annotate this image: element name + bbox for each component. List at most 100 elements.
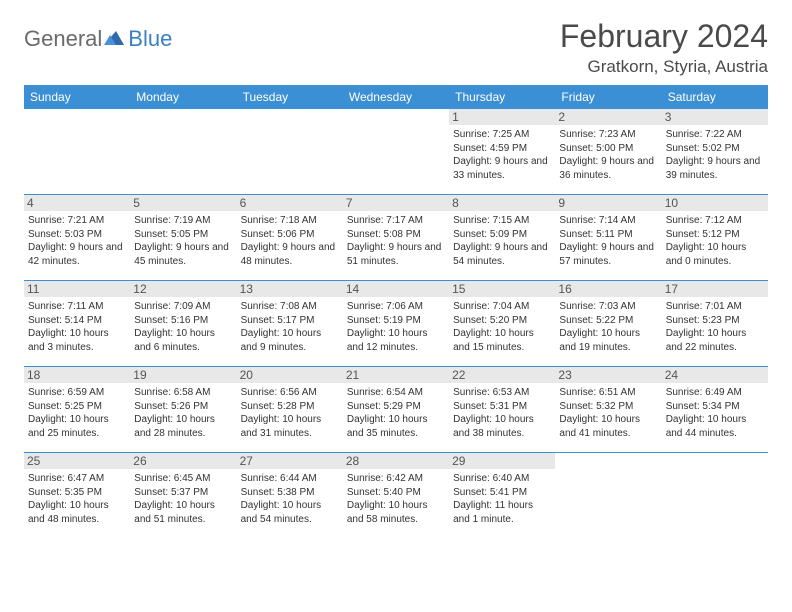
daylight-line: Daylight: 10 hours and 3 minutes. (28, 327, 126, 354)
day-data: Sunrise: 6:47 AMSunset: 5:35 PMDaylight:… (28, 472, 126, 526)
month-title: February 2024 (560, 18, 768, 55)
day-number: 21 (343, 367, 449, 383)
sunset-line: Sunset: 5:08 PM (347, 228, 445, 242)
daylight-line: Daylight: 10 hours and 9 minutes. (241, 327, 339, 354)
day-number: 18 (24, 367, 130, 383)
sunset-line: Sunset: 5:35 PM (28, 486, 126, 500)
day-header: Tuesday (237, 86, 343, 109)
calendar-cell (130, 109, 236, 195)
daylight-line: Daylight: 10 hours and 41 minutes. (559, 413, 657, 440)
sunrise-line: Sunrise: 7:12 AM (666, 214, 764, 228)
daylight-line: Daylight: 10 hours and 58 minutes. (347, 499, 445, 526)
day-data: Sunrise: 7:01 AMSunset: 5:23 PMDaylight:… (666, 300, 764, 354)
daylight-line: Daylight: 10 hours and 44 minutes. (666, 413, 764, 440)
sunset-line: Sunset: 5:14 PM (28, 314, 126, 328)
day-number: 4 (24, 195, 130, 211)
sunset-line: Sunset: 4:59 PM (453, 142, 551, 156)
sunset-line: Sunset: 5:06 PM (241, 228, 339, 242)
sunrise-line: Sunrise: 6:56 AM (241, 386, 339, 400)
sunrise-line: Sunrise: 7:18 AM (241, 214, 339, 228)
daylight-line: Daylight: 10 hours and 15 minutes. (453, 327, 551, 354)
day-number: 28 (343, 453, 449, 469)
calendar-cell: 17 Sunrise: 7:01 AMSunset: 5:23 PMDayligh… (662, 281, 768, 367)
calendar-cell: 19Sunrise: 6:58 AMSunset: 5:26 PMDayligh… (130, 367, 236, 453)
day-data: Sunrise: 6:59 AMSunset: 5:25 PMDaylight:… (28, 386, 126, 440)
calendar-cell: 11 Sunrise: 7:11 AMSunset: 5:14 PMDayligh… (24, 281, 130, 367)
calendar-cell: 20Sunrise: 6:56 AMSunset: 5:28 PMDayligh… (237, 367, 343, 453)
day-data: Sunrise: 6:56 AMSunset: 5:28 PMDaylight:… (241, 386, 339, 440)
day-data: Sunrise: 7:18 AMSunset: 5:06 PMDaylight:… (241, 214, 339, 268)
calendar-cell: 16Sunrise: 7:03 AMSunset: 5:22 PMDayligh… (555, 281, 661, 367)
daylight-line: Daylight: 10 hours and 12 minutes. (347, 327, 445, 354)
day-number: 22 (449, 367, 555, 383)
daylight-line: Daylight: 9 hours and 54 minutes. (453, 241, 551, 268)
sunrise-line: Sunrise: 7:23 AM (559, 128, 657, 142)
sunrise-line: Sunrise: 7:06 AM (347, 300, 445, 314)
calendar-cell: 13Sunrise: 7:08 AMSunset: 5:17 PMDayligh… (237, 281, 343, 367)
day-number: 2 (555, 109, 661, 125)
sunset-line: Sunset: 5:40 PM (347, 486, 445, 500)
sunset-line: Sunset: 5:09 PM (453, 228, 551, 242)
day-data: Sunrise: 6:51 AMSunset: 5:32 PMDaylight:… (559, 386, 657, 440)
day-header: Monday (130, 86, 236, 109)
calendar-cell: 8Sunrise: 7:15 AMSunset: 5:09 PMDaylight… (449, 195, 555, 281)
sunrise-line: Sunrise: 6:51 AM (559, 386, 657, 400)
day-data: Sunrise: 6:45 AMSunset: 5:37 PMDaylight:… (134, 472, 232, 526)
sunset-line: Sunset: 5:29 PM (347, 400, 445, 414)
calendar-cell: 15 Sunrise: 7:04 AMSunset: 5:20 PMDayligh… (449, 281, 555, 367)
sunrise-line: Sunrise: 6:45 AM (134, 472, 232, 486)
sunset-line: Sunset: 5:20 PM (453, 314, 551, 328)
day-number: 17 (662, 281, 768, 297)
day-data: Sunrise: 7:09 AMSunset: 5:16 PMDaylight:… (134, 300, 232, 354)
logo-mark-icon (104, 27, 126, 52)
calendar-cell: 26Sunrise: 6:45 AMSunset: 5:37 PMDayligh… (130, 453, 236, 539)
day-number: 25 (24, 453, 130, 469)
calendar-week-row: 18 Sunrise: 6:59 AMSunset: 5:25 PMDayligh… (24, 367, 768, 453)
day-number: 29 (449, 453, 555, 469)
calendar-cell: 5Sunrise: 7:19 AMSunset: 5:05 PMDaylight… (130, 195, 236, 281)
sunset-line: Sunset: 5:00 PM (559, 142, 657, 156)
daylight-line: Daylight: 10 hours and 54 minutes. (241, 499, 339, 526)
calendar-cell (237, 109, 343, 195)
day-data: Sunrise: 7:21 AMSunset: 5:03 PMDaylight:… (28, 214, 126, 268)
sunset-line: Sunset: 5:19 PM (347, 314, 445, 328)
sunrise-line: Sunrise: 7:22 AM (666, 128, 764, 142)
calendar-cell: 3Sunrise: 7:22 AMSunset: 5:02 PMDaylight… (662, 109, 768, 195)
sunset-line: Sunset: 5:22 PM (559, 314, 657, 328)
calendar-cell: 14Sunrise: 7:06 AMSunset: 5:19 PMDayligh… (343, 281, 449, 367)
calendar-cell: 23 Sunrise: 6:51 AMSunset: 5:32 PMDayligh… (555, 367, 661, 453)
day-number: 13 (237, 281, 343, 297)
day-data: Sunrise: 7:15 AMSunset: 5:09 PMDaylight:… (453, 214, 551, 268)
sunrise-line: Sunrise: 7:04 AM (453, 300, 551, 314)
daylight-line: Daylight: 9 hours and 48 minutes. (241, 241, 339, 268)
logo-text-blue: Blue (128, 26, 172, 52)
day-header: Thursday (449, 86, 555, 109)
day-number: 11 (24, 281, 130, 297)
calendar-cell: 10Sunrise: 7:12 AMSunset: 5:12 PMDayligh… (662, 195, 768, 281)
sunrise-line: Sunrise: 6:53 AM (453, 386, 551, 400)
day-number: 23 (555, 367, 661, 383)
calendar-page: General Blue February 2024 Gratkorn, Sty… (0, 0, 792, 551)
daylight-line: Daylight: 10 hours and 25 minutes. (28, 413, 126, 440)
daylight-line: Daylight: 9 hours and 45 minutes. (134, 241, 232, 268)
sunrise-line: Sunrise: 7:15 AM (453, 214, 551, 228)
calendar-cell: 2Sunrise: 7:23 AMSunset: 5:00 PMDaylight… (555, 109, 661, 195)
daylight-line: Daylight: 9 hours and 33 minutes. (453, 155, 551, 182)
sunrise-line: Sunrise: 7:11 AM (28, 300, 126, 314)
daylight-line: Daylight: 10 hours and 19 minutes. (559, 327, 657, 354)
sunrise-line: Sunrise: 7:17 AM (347, 214, 445, 228)
calendar-cell: 12Sunrise: 7:09 AMSunset: 5:16 PMDayligh… (130, 281, 236, 367)
daylight-line: Daylight: 10 hours and 35 minutes. (347, 413, 445, 440)
day-data: Sunrise: 7:03 AMSunset: 5:22 PMDaylight:… (559, 300, 657, 354)
day-data: Sunrise: 6:53 AMSunset: 5:31 PMDaylight:… (453, 386, 551, 440)
sunset-line: Sunset: 5:38 PM (241, 486, 339, 500)
sunset-line: Sunset: 5:03 PM (28, 228, 126, 242)
calendar-cell: 21Sunrise: 6:54 AMSunset: 5:29 PMDayligh… (343, 367, 449, 453)
calendar-cell: 18 Sunrise: 6:59 AMSunset: 5:25 PMDayligh… (24, 367, 130, 453)
sunrise-line: Sunrise: 7:19 AM (134, 214, 232, 228)
sunrise-line: Sunrise: 6:49 AM (666, 386, 764, 400)
day-number: 15 (449, 281, 555, 297)
day-number: 27 (237, 453, 343, 469)
day-data: Sunrise: 7:19 AMSunset: 5:05 PMDaylight:… (134, 214, 232, 268)
calendar-cell: 28Sunrise: 6:42 AMSunset: 5:40 PMDayligh… (343, 453, 449, 539)
